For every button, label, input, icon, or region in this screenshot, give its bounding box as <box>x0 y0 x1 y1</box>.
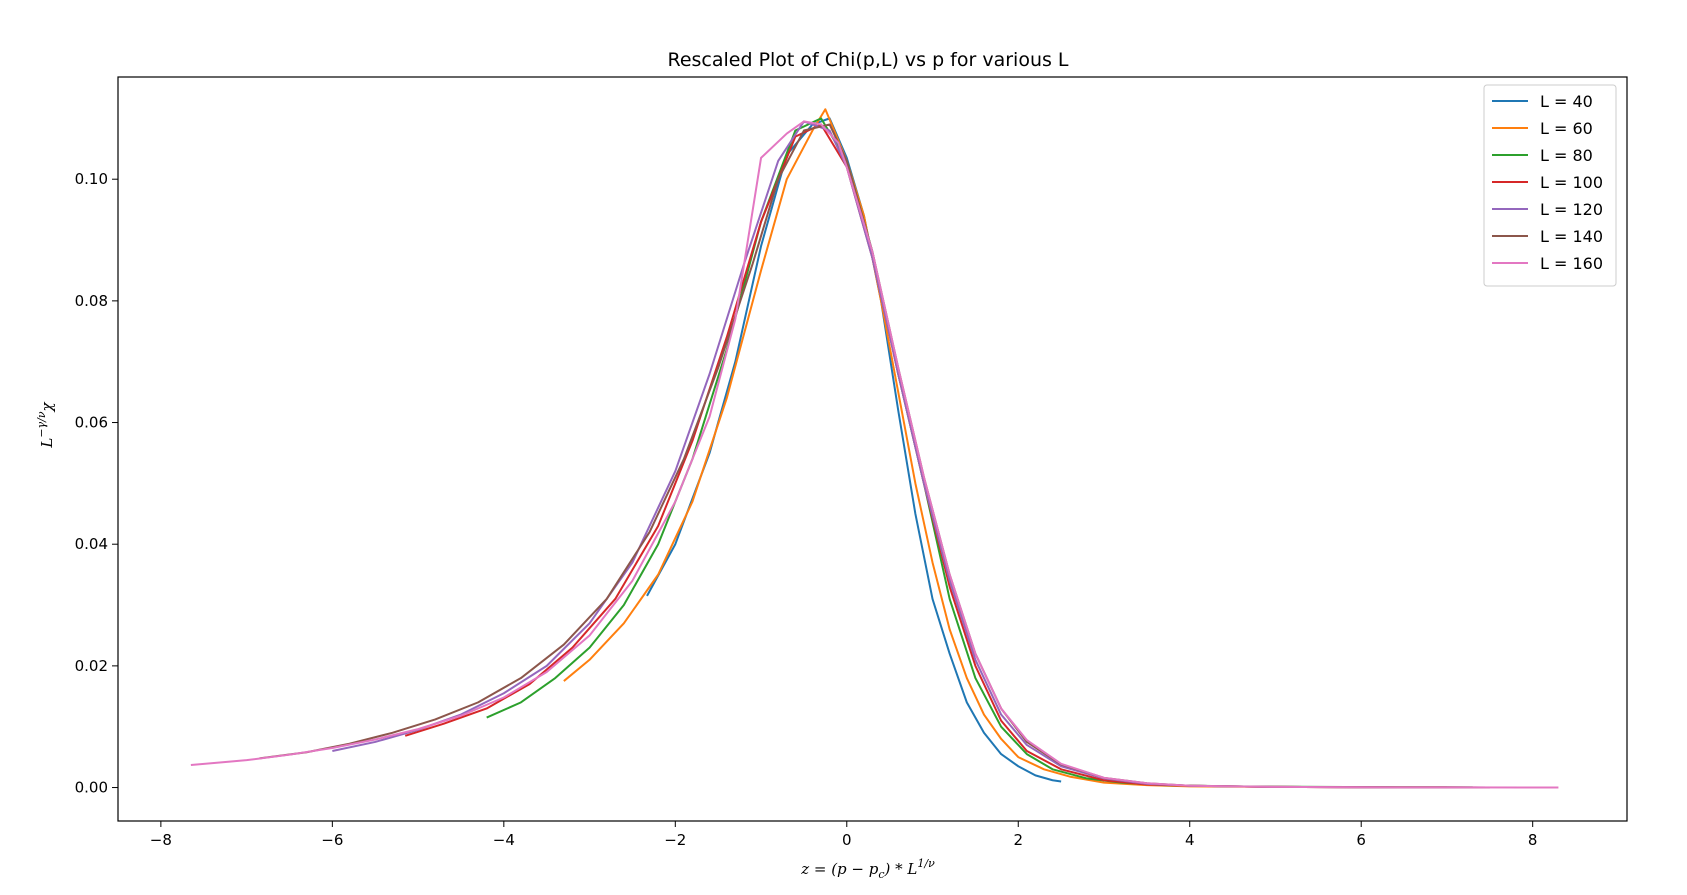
plot-frame <box>117 76 1628 822</box>
y-tick-label: 0.08 <box>75 292 108 310</box>
x-tick-label: 6 <box>1356 831 1366 849</box>
y-tick-label: 0.02 <box>75 657 108 675</box>
x-tick-label: 2 <box>1013 831 1023 849</box>
x-tick-label: −4 <box>493 831 515 849</box>
x-axis: −8 −6 −4 −2 0 2 4 6 8 <box>150 821 1538 849</box>
legend-label: L = 140 <box>1540 227 1603 246</box>
x-tick-label: 8 <box>1528 831 1538 849</box>
x-tick-label: −8 <box>150 831 172 849</box>
legend-label: L = 100 <box>1540 173 1603 192</box>
legend-label: L = 40 <box>1540 92 1593 111</box>
x-tick-label: −6 <box>321 831 343 849</box>
series-line-5 <box>259 123 1490 789</box>
y-axis: 0.00 0.02 0.04 0.06 0.08 0.10 <box>75 170 118 797</box>
y-tick-label: 0.06 <box>75 414 108 432</box>
y-axis-label: L−γ/νχ <box>35 401 56 448</box>
x-tick-label: 4 <box>1185 831 1195 849</box>
legend-label: L = 120 <box>1540 200 1603 219</box>
chart-title: Rescaled Plot of Chi(p,L) vs p for vario… <box>667 49 1068 71</box>
plot-area <box>117 76 1628 822</box>
y-tick-label: 0.10 <box>75 170 108 188</box>
series-line-0 <box>646 117 1062 783</box>
legend-label: L = 60 <box>1540 119 1593 138</box>
x-tick-label: −2 <box>664 831 686 849</box>
y-tick-label: 0.04 <box>75 535 108 553</box>
x-tick-label: 0 <box>842 831 852 849</box>
x-axis-label: z = (p − pc) * L1/ν <box>800 857 935 881</box>
series-line-2 <box>486 117 1473 789</box>
series-line-3 <box>404 123 1482 789</box>
series-line-1 <box>563 108 1447 789</box>
legend-label: L = 160 <box>1540 254 1603 273</box>
legend: L = 40 L = 60 L = 80 L = 100 L = 120 L = 140 L… <box>1483 84 1617 287</box>
legend-label: L = 80 <box>1540 146 1593 165</box>
y-tick-label: 0.00 <box>75 779 108 797</box>
series-line-6 <box>190 120 1559 789</box>
